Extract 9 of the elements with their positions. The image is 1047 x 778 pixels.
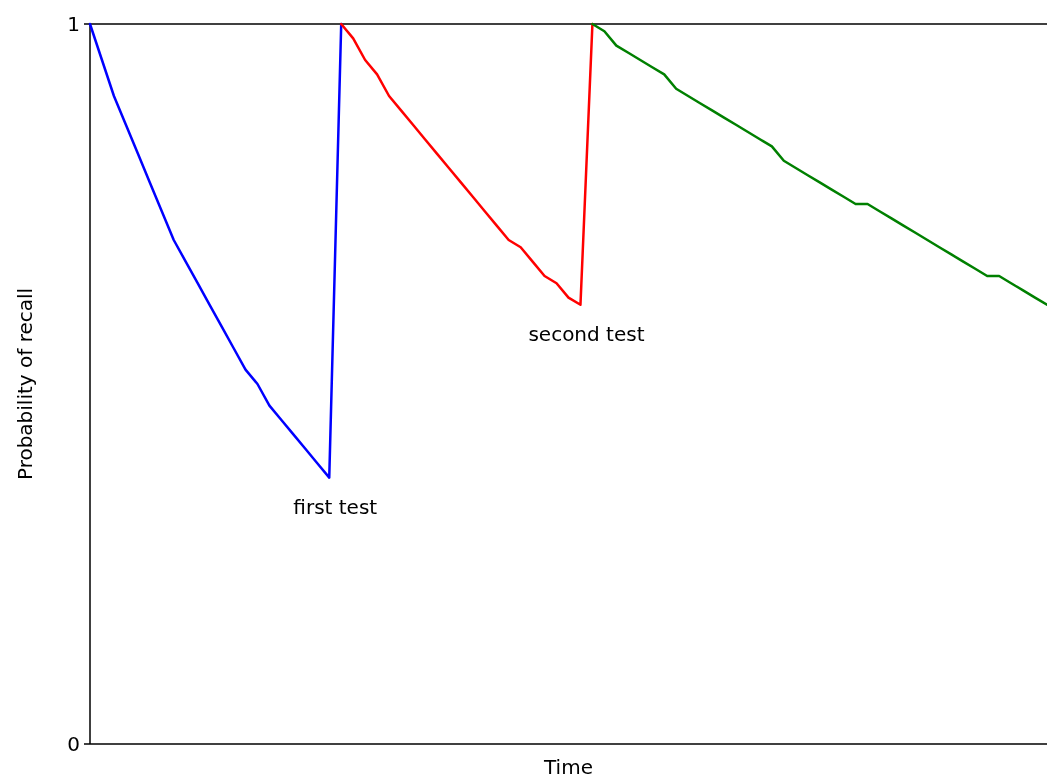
line-series (88, 22, 343, 479)
y-tick-label: 1 (67, 12, 80, 36)
annotation: first test (293, 494, 378, 519)
line-series (591, 22, 1047, 307)
annotation: second test (528, 321, 645, 346)
x-axis-title: Time (543, 755, 593, 778)
y-tick-label: 0 (67, 732, 80, 756)
line-series (339, 22, 594, 307)
y-axis-title: Probability of recall (13, 287, 37, 481)
